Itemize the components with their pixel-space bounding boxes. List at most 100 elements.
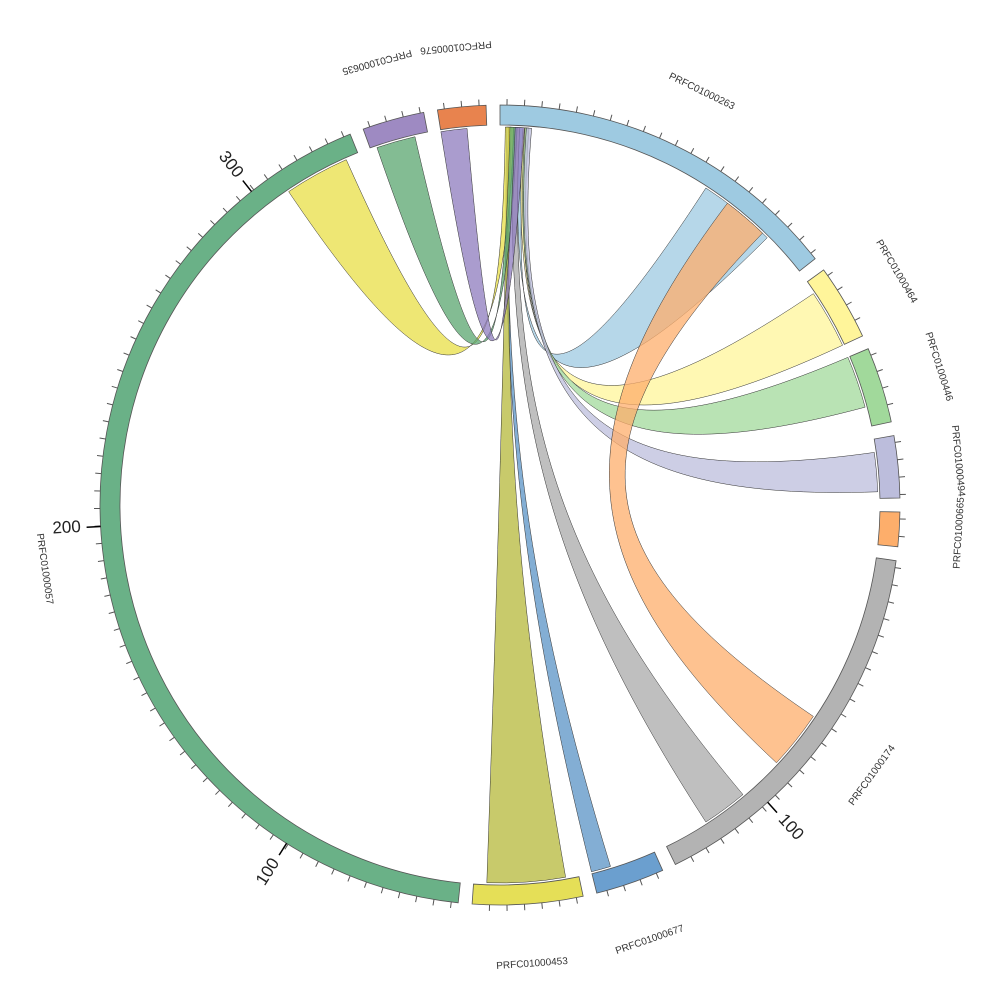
segment-label-PRFC01000453: PRFC01000453	[496, 956, 569, 972]
minor-tick	[364, 881, 367, 888]
minor-tick	[762, 806, 767, 812]
minor-tick	[96, 455, 104, 457]
minor-tick	[626, 119, 630, 126]
minor-tick	[126, 660, 132, 665]
chord-link	[523, 127, 879, 493]
minor-tick	[99, 437, 106, 440]
minor-tick	[278, 164, 283, 170]
segment-label-PRFC01000057: PRFC01000057	[34, 533, 55, 606]
minor-tick	[849, 698, 856, 703]
minor-tick	[887, 601, 895, 604]
minor-tick	[347, 875, 351, 882]
minor-tick	[887, 402, 894, 406]
minor-tick	[659, 132, 663, 139]
minor-tick	[894, 440, 902, 443]
sector-PRFC01000576	[436, 104, 488, 131]
minor-tick	[720, 838, 725, 844]
minor-tick	[837, 286, 843, 291]
sector-PRFC01000453	[471, 876, 584, 906]
minor-tick	[146, 304, 153, 309]
minor-tick	[113, 628, 120, 631]
minor-tick	[450, 901, 452, 909]
minor-tick	[810, 756, 816, 761]
minor-tick	[401, 110, 404, 118]
sector-PRFC01000446	[849, 348, 892, 427]
minor-tick	[119, 644, 126, 648]
minor-tick	[623, 885, 626, 892]
segment-label-PRFC01000263: PRFC01000263	[667, 71, 737, 113]
minor-tick	[95, 542, 102, 545]
minor-tick	[674, 139, 679, 146]
segment-label-PRFC01000494: PRFC01000494	[949, 425, 967, 498]
axis-tick-label: 200	[52, 517, 81, 537]
minor-tick	[810, 249, 816, 254]
minor-tick	[138, 320, 144, 324]
minor-tick	[748, 186, 754, 193]
minor-tick	[575, 897, 578, 904]
chord-links	[288, 126, 879, 884]
minor-tick	[857, 683, 864, 687]
minor-tick	[734, 828, 740, 834]
segment-label-PRFC01000446: PRFC01000446	[923, 331, 955, 403]
minor-tick	[690, 147, 695, 154]
minor-tick	[104, 594, 111, 597]
segment-label-PRFC01000464: PRFC01000464	[873, 238, 919, 306]
sector-PRFC01000677	[591, 851, 664, 894]
minor-tick	[308, 146, 313, 153]
segment-label-PRFC01000174: PRFC01000174	[847, 743, 898, 808]
minor-tick	[197, 232, 204, 238]
minor-tick	[894, 567, 902, 570]
minor-tick	[202, 777, 208, 783]
minor-tick	[299, 852, 304, 859]
minor-tick	[720, 166, 725, 172]
minor-tick	[705, 156, 710, 163]
minor-tick	[821, 742, 827, 747]
minor-tick	[315, 861, 319, 867]
sector-PRFC01000494	[873, 435, 901, 499]
minor-tick	[149, 707, 156, 712]
minor-tick	[215, 789, 220, 795]
minor-tick	[558, 103, 561, 110]
minor-tick	[799, 769, 805, 775]
minor-tick	[541, 101, 543, 108]
minor-tick	[367, 120, 371, 127]
minor-tick	[227, 801, 233, 808]
minor-tick	[155, 289, 162, 294]
minor-tick	[324, 138, 329, 145]
minor-tick	[734, 176, 740, 182]
segment-label-PRFC01000576: PRFC01000576	[419, 38, 492, 56]
minor-tick	[331, 868, 335, 875]
axis-tick-label: 100	[252, 854, 283, 888]
minor-tick	[133, 676, 140, 681]
segment-label-PRFC01000677: PRFC01000677	[614, 923, 686, 957]
major-tick	[242, 180, 253, 193]
minor-tick	[249, 184, 255, 191]
minor-tick	[106, 402, 113, 406]
minor-tick	[117, 369, 124, 372]
minor-tick	[642, 125, 646, 132]
minor-tick	[397, 892, 401, 899]
minor-tick	[380, 887, 384, 894]
minor-tick	[340, 131, 345, 137]
minor-tick	[690, 856, 695, 863]
minor-tick	[705, 847, 710, 854]
minor-tick	[123, 352, 130, 356]
sector-PRFC01000174	[666, 557, 897, 866]
minor-tick	[432, 899, 435, 906]
minor-tick	[169, 736, 175, 742]
minor-tick	[606, 890, 609, 897]
axis-tick-label: 300	[215, 147, 248, 181]
minor-tick	[882, 385, 889, 389]
minor-tick	[108, 611, 115, 614]
sector-PRFC01000464	[806, 269, 864, 345]
minor-tick	[639, 879, 643, 886]
chord-link	[609, 202, 814, 764]
minor-tick	[575, 106, 578, 113]
minor-tick	[883, 618, 890, 621]
minor-tick	[190, 764, 197, 770]
minor-tick	[897, 458, 904, 461]
minor-tick	[210, 220, 216, 225]
minor-tick	[186, 246, 192, 251]
minor-tick	[787, 222, 793, 228]
